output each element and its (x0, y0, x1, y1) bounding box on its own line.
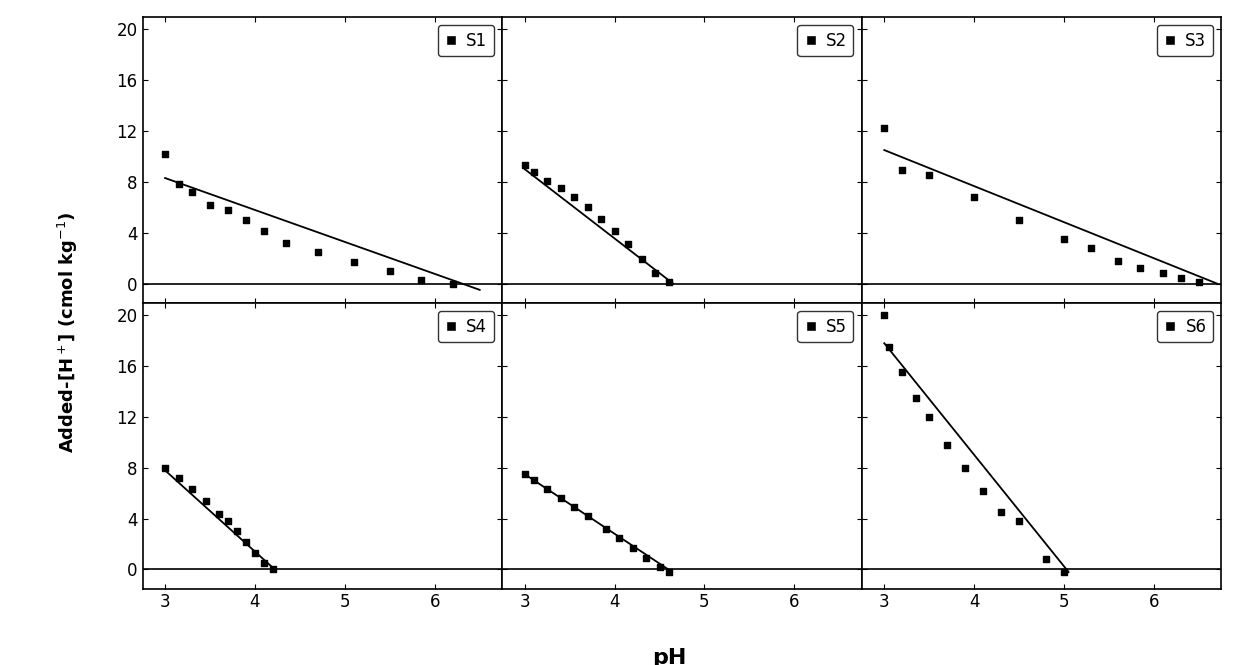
Point (210, 508, 229, 519)
Point (622, 543, 642, 553)
Point (578, 511, 598, 521)
Point (564, 502, 584, 513)
Point (636, 553, 656, 563)
Point (443, 278, 463, 289)
Point (379, 265, 399, 276)
Point (182, 484, 202, 495)
Legend: S1: S1 (438, 25, 494, 57)
Point (1054, 233, 1074, 244)
Point (277, 237, 296, 248)
Point (1009, 215, 1029, 225)
Point (1189, 277, 1209, 287)
Point (1131, 263, 1151, 273)
Legend: S6: S6 (1157, 311, 1213, 342)
Text: pH: pH (652, 648, 687, 665)
Legend: S2: S2 (797, 25, 853, 57)
Point (1171, 273, 1190, 284)
Point (631, 254, 651, 265)
Point (169, 473, 188, 483)
Point (308, 247, 327, 257)
Point (919, 412, 939, 422)
Point (200, 200, 219, 210)
Point (515, 469, 534, 479)
Point (263, 564, 283, 575)
Point (551, 183, 570, 194)
Point (515, 160, 534, 171)
Point (236, 215, 255, 225)
Point (1153, 268, 1173, 279)
Point (343, 257, 363, 267)
Point (919, 170, 939, 181)
Point (874, 310, 894, 321)
Point (893, 367, 913, 378)
Point (1081, 243, 1101, 253)
Point (537, 176, 557, 186)
Point (254, 226, 274, 237)
Legend: S5: S5 (797, 311, 853, 342)
Text: Added-[H$^+$] (cmol kg$^{-1}$): Added-[H$^+$] (cmol kg$^{-1}$) (56, 211, 81, 454)
Point (1009, 516, 1029, 527)
Point (955, 462, 975, 473)
Point (182, 187, 202, 198)
Point (658, 277, 678, 287)
Point (412, 275, 432, 285)
Point (905, 392, 925, 403)
Point (595, 523, 615, 534)
Point (218, 516, 238, 527)
Point (537, 484, 557, 495)
Point (591, 213, 611, 224)
Point (155, 148, 175, 159)
Point (246, 547, 265, 558)
Point (893, 165, 913, 176)
Point (650, 562, 670, 573)
Point (578, 202, 598, 213)
Point (658, 567, 678, 577)
Point (196, 495, 216, 506)
Point (1054, 567, 1074, 577)
Point (155, 462, 175, 473)
Point (227, 526, 247, 537)
Point (937, 440, 957, 450)
Point (605, 226, 625, 237)
Point (879, 342, 899, 352)
Point (874, 123, 894, 134)
Point (169, 179, 188, 190)
Point (965, 192, 985, 202)
Point (618, 239, 637, 249)
Point (1037, 554, 1056, 565)
Point (523, 475, 543, 486)
Point (645, 268, 665, 279)
Point (609, 533, 629, 543)
Point (236, 536, 255, 547)
Point (551, 493, 570, 503)
Point (218, 204, 238, 215)
Point (973, 485, 993, 496)
Point (523, 166, 543, 177)
Legend: S4: S4 (438, 311, 494, 342)
Legend: S3: S3 (1157, 25, 1213, 57)
Point (991, 507, 1011, 517)
Point (1109, 255, 1128, 266)
Point (564, 192, 584, 202)
Point (254, 558, 274, 569)
